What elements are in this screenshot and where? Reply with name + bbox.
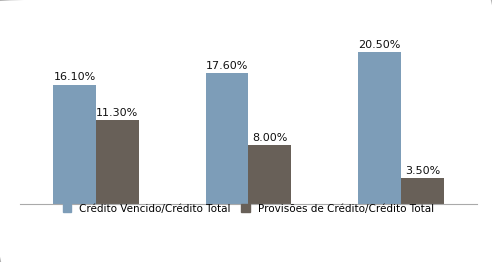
Text: 3.50%: 3.50% xyxy=(405,166,440,176)
Bar xyxy=(358,52,401,204)
Bar xyxy=(206,73,248,204)
Bar xyxy=(248,145,291,204)
Bar xyxy=(96,120,139,204)
Text: 20.50%: 20.50% xyxy=(359,40,401,50)
Bar xyxy=(53,85,96,204)
Text: 11.30%: 11.30% xyxy=(96,108,138,118)
Text: 8.00%: 8.00% xyxy=(252,133,287,143)
Legend: Crédito Vencido/Crédito Total, Provisões de Crédito/Crédito Total: Crédito Vencido/Crédito Total, Provisões… xyxy=(63,204,434,214)
Text: 16.10%: 16.10% xyxy=(54,72,96,82)
Text: 17.60%: 17.60% xyxy=(206,61,248,71)
Bar xyxy=(401,178,444,204)
